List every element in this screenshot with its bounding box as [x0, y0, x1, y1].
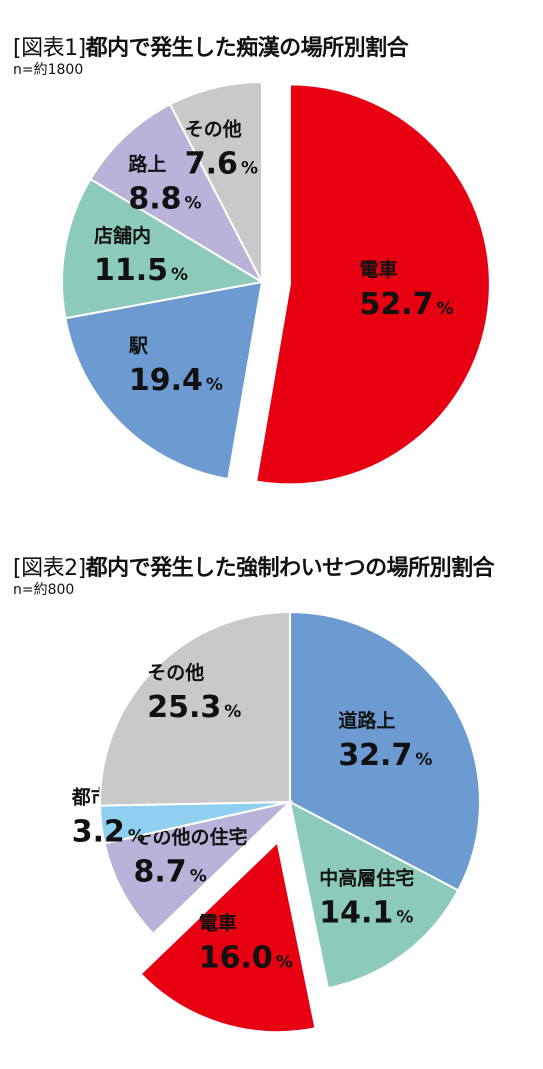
- slice-label-1-5: その他: [147, 661, 204, 684]
- chart-1-subtitle: n=約1800: [13, 62, 84, 78]
- slice-label-0-0: 電車: [359, 258, 397, 281]
- slice-label-1-0: 道路上: [338, 709, 395, 732]
- slice-value-0-0: 52.7%: [359, 287, 453, 322]
- slice-value-1-2: 16.0%: [199, 940, 293, 975]
- pie-slice-0-1: [64, 280, 264, 481]
- slice-value-1-0: 32.7%: [338, 738, 432, 773]
- chart-2-title-main: 都内で発生した強制わいせつの場所別割合: [85, 556, 495, 581]
- slice-label-1-1: 中高層住宅: [319, 866, 414, 889]
- pie-slice-0-0: [254, 83, 491, 486]
- chart-1-pie: 電車 52.7 % 駅 19.4 % 店舗内 11.5 % 路上 8.8 % その他 7.6%: [61, 80, 491, 486]
- chart-1-title-main: 都内で発生した痴漢の場所別割合: [85, 36, 409, 61]
- slice-value-1-1: 14.1%: [319, 895, 413, 930]
- pie-slice-0-4: [168, 80, 263, 283]
- chart-1-title: [図表1]都内で発生した痴漢の場所別割合: [13, 30, 409, 62]
- slice-value-0-1: 19.4%: [129, 363, 223, 398]
- slice-label-0-1: 駅: [128, 335, 149, 357]
- pie-slice-1-3: [103, 800, 294, 936]
- slice-value-0-3: 8.8%: [128, 182, 201, 217]
- chart-2-subtitle: n=約800: [13, 582, 75, 598]
- slice-label-1-2: 電車: [199, 911, 237, 934]
- slice-value-1-4: 3.2%: [72, 814, 145, 849]
- pie-slice-1-5: [99, 610, 291, 807]
- slice-value-1-5: 25.3%: [147, 690, 241, 725]
- chart-1-title-tag: [図表1]: [13, 36, 86, 61]
- chart-1: [図表1]都内で発生した痴漢の場所別割合 n=約1800 電車 52.7% 駅 19.…: [0, 0, 543, 520]
- slice-label-0-3: 路上: [128, 153, 166, 176]
- pie-slice-1-0: [289, 610, 481, 892]
- pie-slice-0-2: [61, 177, 265, 320]
- chart-2-title-tag: [図表2]: [13, 556, 86, 581]
- slice-label-0-4: その他: [185, 118, 242, 141]
- pie-slice-0-3: [89, 103, 265, 285]
- slice-value-1-3: 8.7%: [134, 854, 207, 889]
- slice-value-0-2: 11.5%: [94, 253, 188, 288]
- pie-slice-1-2: [139, 840, 317, 1034]
- chart-2-title: [図表2]都内で発生した強制わいせつの場所別割合: [13, 550, 495, 582]
- slice-value-0-4: 7.6%: [185, 147, 258, 182]
- slice-label-0-2: 店舗内: [94, 224, 151, 247]
- pie-slice-1-1: [288, 800, 460, 990]
